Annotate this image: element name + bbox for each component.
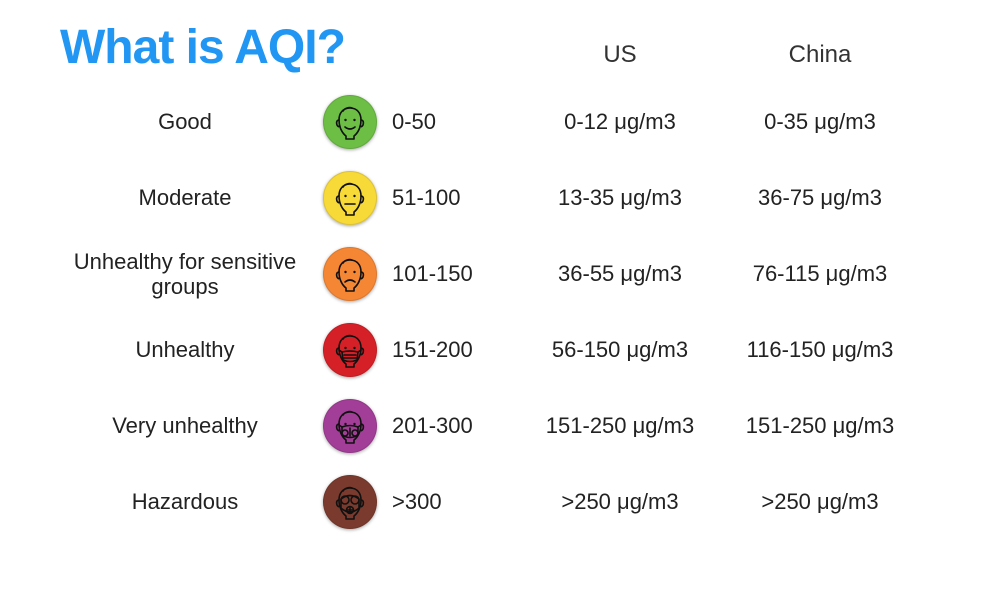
level-row: Unhealthy 151-20056-150 μg/m3116-150 μg/m… xyxy=(60,323,960,377)
level-icon-cell xyxy=(320,95,380,149)
level-us-value: >250 μg/m3 xyxy=(520,489,720,515)
level-range: 101-150 xyxy=(380,261,520,287)
level-row: Very unhealthy201-300151-250 μg/m3151-25… xyxy=(60,399,960,453)
level-row: Good 0-500-12 μg/m30-35 μg/m3 xyxy=(60,95,960,149)
face-smile-icon xyxy=(323,95,377,149)
level-china-value: 151-250 μg/m3 xyxy=(720,413,920,439)
level-range: 151-200 xyxy=(380,337,520,363)
level-label: Hazardous xyxy=(60,489,320,514)
level-china-value: 116-150 μg/m3 xyxy=(720,337,920,363)
column-header-china: China xyxy=(720,41,920,75)
level-label: Good xyxy=(60,109,320,134)
level-china-value: 36-75 μg/m3 xyxy=(720,185,920,211)
level-label: Unhealthy for sensitive groups xyxy=(60,249,320,300)
level-range: 51-100 xyxy=(380,185,520,211)
level-china-value: 76-115 μg/m3 xyxy=(720,261,920,287)
level-range: >300 xyxy=(380,489,520,515)
level-china-value: >250 μg/m3 xyxy=(720,489,920,515)
level-row: Moderate 51-10013-35 μg/m336-75 μg/m3 xyxy=(60,171,960,225)
level-label: Moderate xyxy=(60,185,320,210)
face-neutral-icon xyxy=(323,171,377,225)
level-us-value: 56-150 μg/m3 xyxy=(520,337,720,363)
face-mask-icon xyxy=(323,323,377,377)
face-sad-icon xyxy=(323,247,377,301)
level-range: 0-50 xyxy=(380,109,520,135)
level-us-value: 0-12 μg/m3 xyxy=(520,109,720,135)
level-label: Very unhealthy xyxy=(60,413,320,438)
level-us-value: 151-250 μg/m3 xyxy=(520,413,720,439)
level-icon-cell xyxy=(320,247,380,301)
level-us-value: 13-35 μg/m3 xyxy=(520,185,720,211)
level-us-value: 36-55 μg/m3 xyxy=(520,261,720,287)
aqi-infographic: What is AQI? US China Good 0-500-12 μg/m3… xyxy=(0,0,1000,600)
level-range: 201-300 xyxy=(380,413,520,439)
level-icon-cell xyxy=(320,323,380,377)
header-row: What is AQI? US China xyxy=(60,20,960,75)
level-row: Unhealthy for sensitive groups 101-15036-… xyxy=(60,247,960,301)
page-title: What is AQI? xyxy=(60,20,520,75)
level-icon-cell xyxy=(320,399,380,453)
level-china-value: 0-35 μg/m3 xyxy=(720,109,920,135)
level-icon-cell xyxy=(320,171,380,225)
face-respirator-icon xyxy=(323,399,377,453)
column-header-us: US xyxy=(520,41,720,75)
level-rows: Good 0-500-12 μg/m30-35 μg/m3 Moderate 51-1… xyxy=(60,95,960,529)
face-gasmask-icon xyxy=(323,475,377,529)
level-row: Hazardous>300>250 μg/m3>250 μg/m3 xyxy=(60,475,960,529)
level-label: Unhealthy xyxy=(60,337,320,362)
level-icon-cell xyxy=(320,475,380,529)
